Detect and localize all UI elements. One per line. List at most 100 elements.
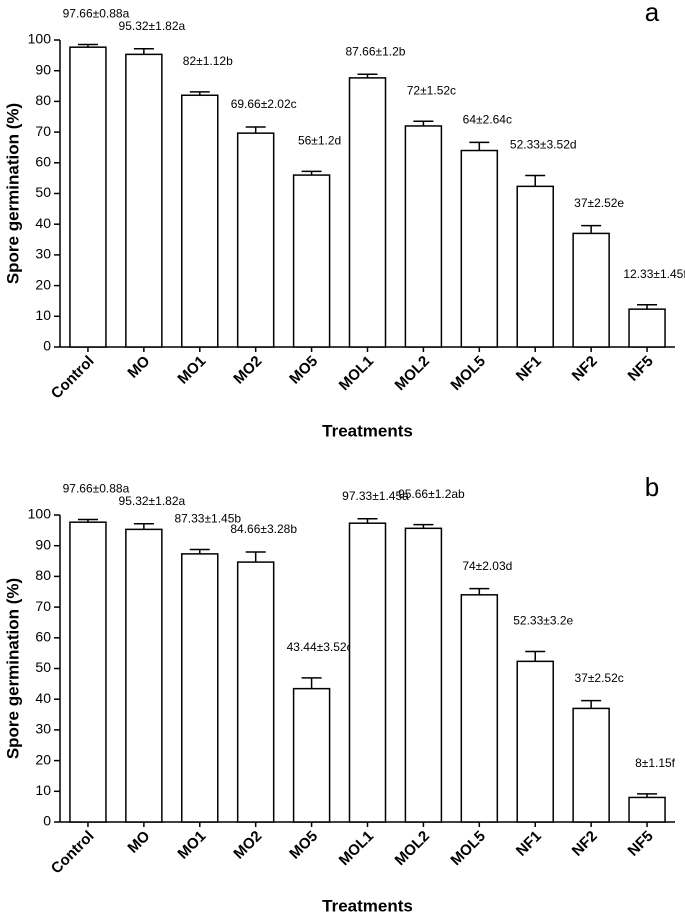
y-tick-label: 0	[43, 813, 51, 829]
y-tick-label: 80	[35, 567, 51, 583]
value-label: 64±2.64c	[463, 113, 512, 127]
x-tick-label: NF5	[625, 828, 657, 860]
bar	[69, 521, 107, 823]
bar	[69, 46, 107, 348]
error-bar	[525, 650, 546, 662]
y-tick-label: 10	[35, 782, 51, 798]
error-bar	[581, 699, 602, 709]
value-label: 69.66±2.02c	[231, 97, 297, 111]
x-tick-label: MO5	[286, 353, 321, 388]
value-label: 37±2.52c	[574, 671, 623, 685]
y-tick-label: 100	[28, 31, 52, 47]
bar	[292, 687, 331, 823]
value-label: 8±1.15f	[635, 756, 676, 770]
value-label: 82±1.12b	[183, 54, 233, 68]
error-bar	[77, 43, 98, 48]
bar	[516, 660, 554, 823]
x-tick-label: Control	[48, 828, 98, 878]
value-label: 56±1.2d	[298, 134, 341, 148]
error-bar	[245, 551, 266, 563]
value-label: 95.66±1.2ab	[398, 487, 465, 501]
y-tick-label: 50	[35, 659, 51, 675]
value-label: 95.32±1.82a	[119, 19, 186, 33]
value-label: 97.66±0.88a	[63, 482, 130, 496]
y-tick-label: 90	[35, 536, 51, 552]
error-bar	[637, 793, 658, 798]
y-tick-label: 50	[35, 184, 51, 200]
bar	[292, 174, 331, 348]
value-label: 12.33±1.45f	[623, 267, 685, 281]
y-tick-label: 90	[35, 61, 51, 77]
bar	[125, 53, 163, 348]
error-bar	[133, 48, 154, 55]
y-tick-label: 10	[35, 307, 51, 323]
value-label: 97.66±0.88a	[63, 7, 130, 21]
x-tick-label: MOL1	[336, 828, 377, 869]
bar	[348, 522, 387, 823]
error-bar	[133, 523, 154, 530]
value-label: 52.33±3.52d	[510, 138, 577, 152]
error-bar	[301, 677, 322, 689]
x-tick-label: MOL1	[336, 353, 377, 394]
error-bar	[357, 73, 378, 78]
x-tick-label: MO	[124, 827, 153, 856]
y-tick-label: 80	[35, 92, 51, 108]
x-tick-label: MO1	[174, 353, 209, 388]
y-tick-label: 70	[35, 598, 51, 614]
y-tick-label: 100	[28, 506, 52, 522]
x-tick-label: MOL2	[392, 353, 433, 394]
y-tick-label: 20	[35, 276, 51, 292]
value-label: 43.44±3.52c	[287, 640, 353, 654]
panel-label: b	[645, 472, 659, 502]
bar	[348, 77, 387, 348]
value-label: 52.33±3.2e	[513, 614, 573, 628]
error-bar	[469, 587, 490, 595]
error-bar	[357, 517, 378, 524]
y-axis-title: Spore germination (%)	[3, 578, 22, 759]
bar	[516, 185, 554, 348]
value-label: 37±2.52e	[574, 196, 624, 210]
error-bar	[637, 303, 658, 310]
x-tick-label: MOL5	[447, 353, 488, 394]
x-tick-label: NF2	[569, 828, 601, 860]
error-bar	[301, 170, 322, 176]
error-bar	[245, 126, 266, 134]
value-label: 97.33±1.45a	[342, 489, 409, 503]
y-tick-label: 30	[35, 246, 51, 262]
value-label: 95.32±1.82a	[119, 494, 186, 508]
y-tick-label: 40	[35, 690, 51, 706]
error-bar	[413, 523, 434, 529]
bar	[572, 707, 610, 823]
x-tick-label: MO2	[230, 353, 265, 388]
error-bar	[469, 141, 490, 151]
x-axis-title: Treatments	[322, 896, 413, 915]
bar	[181, 94, 219, 348]
error-bar	[77, 518, 98, 523]
x-tick-label: MOL5	[447, 828, 488, 869]
value-label: 72±1.52c	[407, 83, 456, 97]
bar	[404, 125, 443, 348]
error-bar	[189, 548, 210, 554]
bar	[460, 594, 499, 823]
x-tick-label: NF1	[513, 353, 545, 385]
bar	[572, 232, 610, 348]
bar	[404, 527, 443, 823]
x-tick-label: NF2	[569, 353, 601, 385]
error-bar	[413, 120, 434, 126]
value-label: 74±2.03d	[462, 559, 512, 573]
bar	[181, 553, 219, 823]
x-tick-label: Control	[48, 353, 98, 403]
bar	[628, 308, 666, 348]
y-tick-label: 20	[35, 751, 51, 767]
error-bar	[525, 174, 546, 187]
y-tick-label: 60	[35, 629, 51, 645]
error-bar	[189, 91, 210, 96]
bar	[628, 796, 666, 823]
y-tick-label: 70	[35, 123, 51, 139]
x-tick-label: NF1	[513, 828, 545, 860]
x-tick-label: MOL2	[392, 828, 433, 869]
panel-label: a	[645, 0, 660, 27]
value-label: 87.33±1.45b	[174, 512, 241, 526]
x-tick-label: NF5	[625, 353, 657, 385]
